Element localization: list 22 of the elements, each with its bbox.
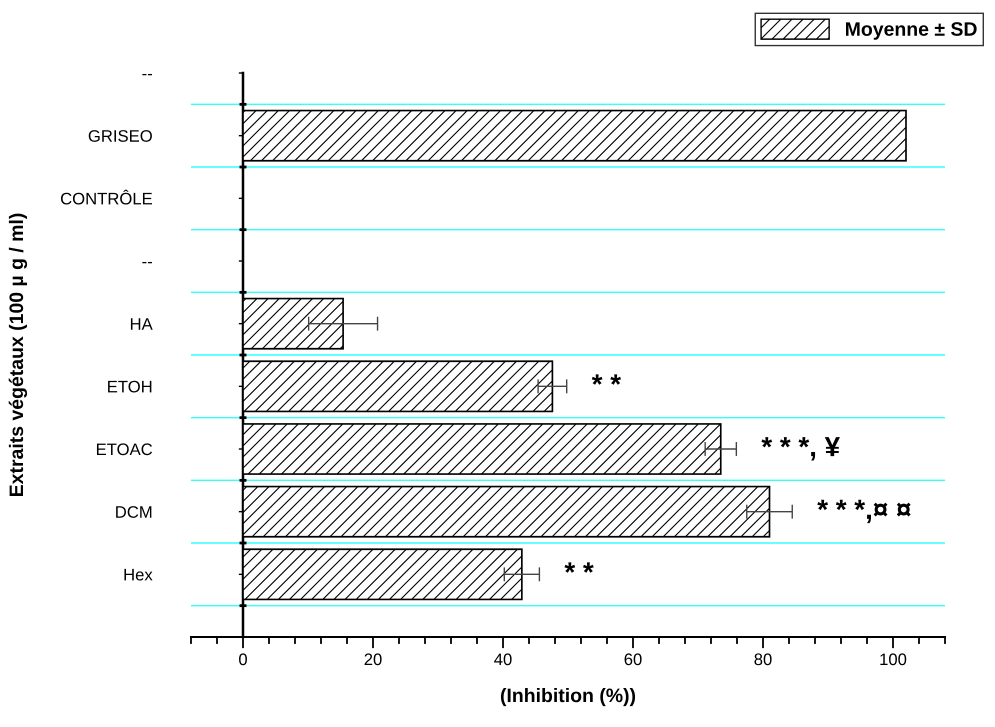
x-tick-label: 100: [880, 653, 906, 666]
y-tick-label: DCM: [116, 506, 152, 518]
legend-label: Moyenne ± SD: [846, 22, 977, 40]
y-tick-label: GRISEO: [88, 130, 152, 142]
x-tick-label: 60: [624, 653, 642, 666]
y-tick-label: HA: [130, 318, 153, 330]
y-axis-title: Extraits végétaux (100 µ g / ml): [8, 214, 28, 496]
x-tick-label: 0: [239, 653, 247, 666]
x-tick-label: 80: [754, 653, 772, 666]
x-tick-label: 20: [364, 653, 382, 666]
y-tick-label: ETOAC: [96, 443, 152, 456]
annotation: * *: [564, 562, 594, 573]
y-tick-label: --: [142, 74, 152, 76]
y-tick-label: ETOH: [108, 380, 152, 393]
y-tick-label: Hex: [124, 568, 153, 581]
y-tick-label: CONTRÔLE: [60, 190, 152, 205]
x-axis-title: (Inhibition (%)): [500, 688, 636, 706]
annotation: * *: [592, 374, 622, 385]
y-tick-label: --: [142, 262, 152, 264]
annotation: * * *, ¥: [761, 437, 840, 460]
x-tick-label: 40: [494, 653, 512, 666]
annotation: * * *,¤ ¤: [817, 500, 911, 524]
